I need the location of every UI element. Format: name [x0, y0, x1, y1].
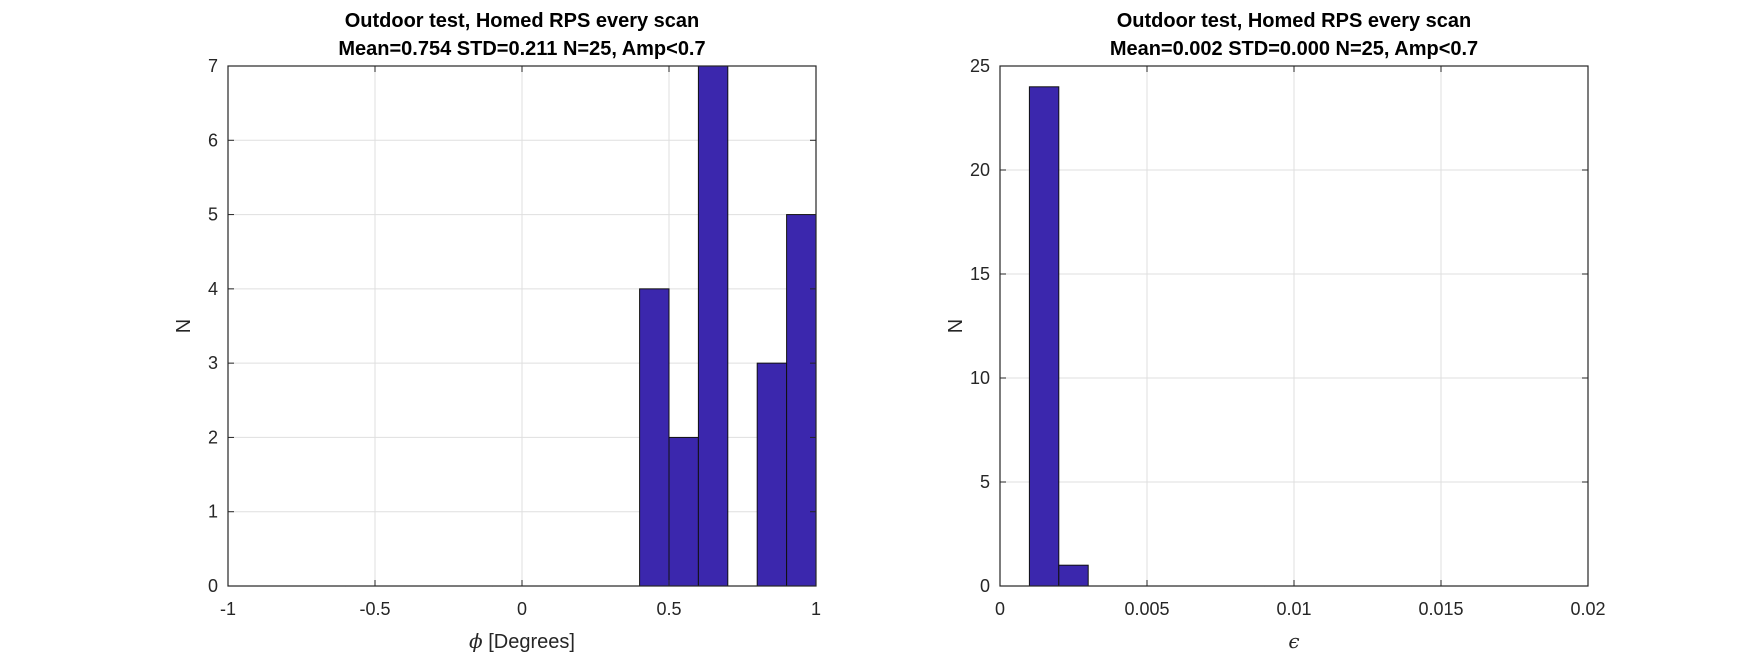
y-tick-label: 20 [970, 160, 990, 180]
y-tick-label: 10 [970, 368, 990, 388]
x-axis-label: ϵ [1288, 629, 1299, 653]
x-axis-symbol: ϵ [1288, 629, 1299, 653]
chart-title: Outdoor test, Homed RPS every scan [345, 10, 700, 32]
y-tick-label: 7 [208, 56, 218, 76]
y-tick-label: 6 [208, 130, 218, 150]
x-tick-label: 0.005 [1124, 599, 1169, 619]
x-axis-label-text: [Degrees] [483, 631, 575, 653]
histogram-bar [697, 65, 729, 587]
x-tick-label: 0 [517, 599, 527, 619]
y-tick-label: 5 [980, 472, 990, 492]
histogram-bar [786, 214, 817, 587]
y-tick-label: 1 [208, 502, 218, 522]
y-tick-label: 2 [208, 427, 218, 447]
chart-panel-1: -1 -0.5 0 0.5 1 0 1 2 3 4 5 6 7 Outdoor test, Homed R… [173, 10, 821, 653]
x-tick-label: 0 [995, 599, 1005, 619]
histogram-bar [1058, 564, 1089, 587]
histogram-bar [1028, 86, 1060, 587]
chart-subtitle: Mean=0.002 STD=0.000 N=25, Amp<0.7 [1110, 38, 1478, 60]
y-axis-label: N [945, 319, 967, 333]
y-tick-label: 3 [208, 353, 218, 373]
chart-title: Outdoor test, Homed RPS every scan [1117, 10, 1472, 32]
y-tick-label: 0 [980, 576, 990, 596]
chart-panel-2: 0 0.005 0.01 0.015 0.02 0 5 10 15 20 25 Outdoor tes… [945, 10, 1606, 653]
histogram-bar [668, 436, 699, 587]
x-axis-label: ϕ [Degrees] [469, 629, 575, 653]
y-tick-label: 15 [970, 264, 990, 284]
x-tick-label: -1 [220, 599, 236, 619]
x-tick-label: -0.5 [359, 599, 390, 619]
histogram-bar [639, 288, 670, 587]
y-tick-label: 0 [208, 576, 218, 596]
y-axis-label: N [173, 319, 195, 333]
x-tick-label: 0.01 [1276, 599, 1311, 619]
x-tick-label: 0.02 [1570, 599, 1605, 619]
y-tick-label: 25 [970, 56, 990, 76]
x-tick-label: 0.5 [656, 599, 681, 619]
histogram-bar [756, 362, 788, 587]
y-tick-label: 4 [208, 279, 218, 299]
x-axis-symbol: ϕ [469, 629, 483, 653]
chart-subtitle: Mean=0.754 STD=0.211 N=25, Amp<0.7 [338, 38, 705, 60]
x-tick-label: 1 [811, 599, 821, 619]
x-tick-label: 0.015 [1418, 599, 1463, 619]
y-tick-label: 5 [208, 205, 218, 225]
